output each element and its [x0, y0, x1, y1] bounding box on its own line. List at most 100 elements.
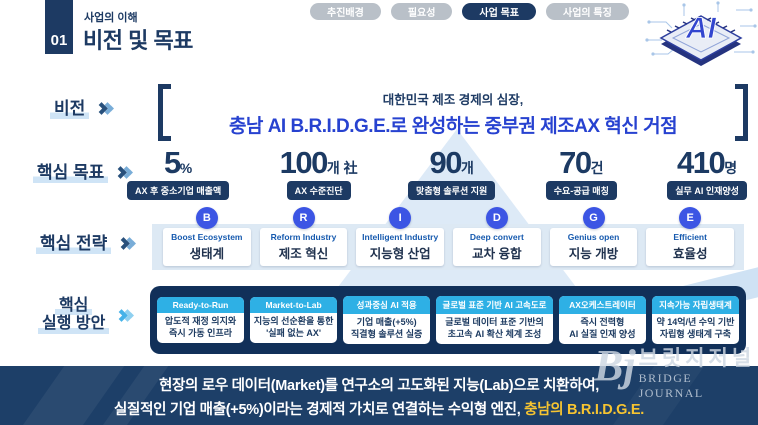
action-title: 글로벌 표준 기반 AI 고속도로	[436, 295, 553, 314]
actions-label-row: 핵심 실행 방안	[38, 297, 135, 334]
strategy-ko: 제조 혁신	[278, 247, 329, 261]
goal-unit: %	[179, 160, 193, 176]
goal-unit: 개	[460, 160, 474, 176]
ai-chip-illustration: AI	[644, 0, 758, 68]
vision-subtitle: 대한민국 제조 경제의 심장,	[382, 93, 524, 107]
strategy-en: Genius open	[567, 232, 620, 242]
goal-caption: AX 후 중소기업 매출액	[127, 181, 230, 200]
action-card: AX오케스트레이터 즉시 전력형 AI 실질 인재 양성	[558, 295, 646, 345]
tab-background[interactable]: 추진배경	[310, 3, 381, 20]
action-body: 압도적 재정 의지와 즉시 가동 인프라	[164, 315, 237, 338]
goal-value: 70	[559, 145, 592, 180]
goal-stat: 100개 社 AX 수준진단	[280, 147, 358, 200]
strategy-card: I Intelligent Industry 지능형 산업	[356, 207, 445, 266]
ai-chip-icon: AI	[645, 1, 757, 66]
action-body: 지능의 선순환을 통한 '실패 없는 AX'	[253, 315, 334, 338]
strategy-card: B Boost Ecosystem 생태계	[163, 207, 251, 266]
strategy-card: E Efficient 효율성	[646, 207, 735, 266]
goal-value: 90	[429, 145, 462, 180]
action-title: Ready-to-Run	[157, 296, 245, 313]
double-chevron-icon	[95, 102, 115, 116]
goal-unit: 명	[724, 160, 738, 176]
action-title: AX오케스트레이터	[558, 295, 646, 314]
section-number-ribbon: 01	[45, 0, 73, 54]
strategy-letter-badge: D	[485, 207, 508, 229]
action-body: 즉시 전력형 AI 실질 인재 양성	[569, 316, 636, 339]
goals-label-row: 핵심 목표	[33, 163, 134, 183]
goal-value: 410	[677, 145, 726, 180]
strategy-cards: B Boost Ecosystem 생태계 R Reform Industry …	[163, 207, 735, 266]
action-card: 지속가능 자립생태계 약 14억/년 수익 기반 자립형 생태계 구축	[651, 295, 739, 345]
footer-banner: 현장의 로우 데이터(Market)를 연구소의 고도화된 지능(Lab)으로 …	[0, 366, 758, 425]
strategy-en: Efficient	[673, 232, 707, 242]
vision-headline: 충남 AI B.R.I.D.G.E.로 완성하는 중부권 제조AX 혁신 거점	[228, 116, 678, 137]
strategy-en: Intelligent Industry	[362, 232, 439, 242]
goals-label: 핵심 목표	[33, 163, 109, 183]
strategy-letter-badge: B	[195, 207, 218, 229]
bracket-right	[735, 84, 748, 141]
goal-caption: 실무 AI 인재양성	[667, 181, 747, 200]
strategy-ko: 생태계	[189, 247, 225, 261]
actions-label-line1: 핵심	[54, 297, 93, 316]
goal-stat: 70건 수요-공급 매칭	[545, 145, 617, 200]
tab-business-goals[interactable]: 사업 목표	[462, 3, 537, 20]
strategy-label: 핵심 전략	[36, 234, 112, 254]
strategy-card: D Deep convert 교차 융합	[453, 207, 541, 266]
eyebrow-text: 사업의 이해	[84, 12, 138, 24]
actions-container: Ready-to-Run 압도적 재정 의지와 즉시 가동 인프라 Market…	[150, 286, 746, 354]
goal-value: 5	[164, 145, 181, 180]
section-number: 01	[50, 32, 68, 49]
top-tabs: 추진배경 필요성 사업 목표 사업의 특징	[310, 3, 629, 20]
strategy-en: Boost Ecosystem	[171, 232, 243, 242]
goal-stat: 90개 맞춤형 솔루션 지원	[408, 145, 496, 200]
strategy-letter-badge: R	[292, 207, 315, 229]
strategy-ko: 교차 융합	[472, 247, 522, 261]
action-body: 글로벌 데이터 표준 기반의 초고속 AI 확산 체계 조성	[445, 316, 544, 339]
page-title: 비전 및 목표	[83, 28, 193, 53]
goal-stat: 410명 실무 AI 인재양성	[667, 147, 747, 200]
double-chevron-icon	[115, 309, 135, 322]
footer-line2: 실질적인 기업 매출(+5%)이라는 경제적 가치로 연결하는 수익형 엔진, …	[0, 398, 758, 419]
strategy-ko: 지능 개방	[568, 247, 619, 261]
goal-value: 100	[279, 145, 329, 180]
strategy-card: R Reform Industry 제조 혁신	[259, 207, 348, 266]
strategy-letter-badge: E	[679, 207, 702, 229]
strategy-en: Deep convert	[469, 232, 524, 242]
goal-caption: 맞춤형 솔루션 지원	[408, 181, 496, 200]
footer-line2-highlight: 충남의 B.R.I.D.G.E.	[524, 402, 644, 418]
goal-unit: 개 社	[326, 160, 358, 176]
strategy-ko: 효율성	[672, 247, 708, 261]
goal-caption: 수요-공급 매칭	[545, 181, 617, 200]
strategy-card: G Genius open 지능 개방	[549, 207, 638, 266]
action-card: Ready-to-Run 압도적 재정 의지와 즉시 가동 인프라	[157, 296, 245, 344]
goal-stat: 5% AX 후 중소기업 매출액	[127, 145, 230, 200]
tab-business-features[interactable]: 사업의 특징	[546, 3, 629, 20]
action-title: Market-to-Lab	[250, 296, 338, 313]
action-title: 지속가능 자립생태계	[651, 295, 739, 314]
vision-label-row: 비전	[50, 99, 115, 119]
action-body: 기업 매출(+5%) 직결형 솔루션 실증	[351, 316, 423, 339]
action-card: Market-to-Lab 지능의 선순환을 통한 '실패 없는 AX'	[250, 296, 338, 344]
bracket-left	[158, 84, 171, 141]
double-chevron-icon	[117, 237, 137, 251]
action-body: 약 14억/년 수익 기반 자립형 생태계 구축	[656, 316, 735, 339]
tab-necessity[interactable]: 필요성	[390, 3, 453, 20]
vision-label: 비전	[50, 99, 90, 119]
action-card: 글로벌 표준 기반 AI 고속도로 글로벌 데이터 표준 기반의 초고속 AI …	[436, 295, 553, 345]
goal-unit: 건	[590, 160, 604, 176]
vision-statement: 대한민국 제조 경제의 심장, 충남 AI B.R.I.D.G.E.로 완성하는…	[158, 84, 748, 141]
goal-stats: 5% AX 후 중소기업 매출액 100개 社 AX 수준진단 90개 맞춤형 …	[127, 147, 747, 200]
footer-line1: 현장의 로우 데이터(Market)를 연구소의 고도화된 지능(Lab)으로 …	[158, 378, 600, 394]
strategy-ko: 지능형 산업	[369, 247, 431, 261]
strategy-letter-badge: G	[582, 207, 605, 229]
action-card: 성과중심 AI 적용 기업 매출(+5%) 직결형 솔루션 실증	[343, 295, 431, 345]
strategy-label-row: 핵심 전략	[36, 234, 137, 254]
goal-caption: AX 수준진단	[286, 181, 351, 200]
strategy-letter-badge: I	[389, 207, 412, 229]
footer-line2-text: 실질적인 기업 매출(+5%)이라는 경제적 가치로 연결하는 수익형 엔진,	[113, 402, 525, 418]
action-title: 성과중심 AI 적용	[343, 295, 431, 314]
ai-chip-label: AI	[685, 12, 717, 45]
actions-label-line2: 실행 방안	[38, 315, 110, 334]
strategy-en: Reform Industry	[270, 232, 337, 242]
